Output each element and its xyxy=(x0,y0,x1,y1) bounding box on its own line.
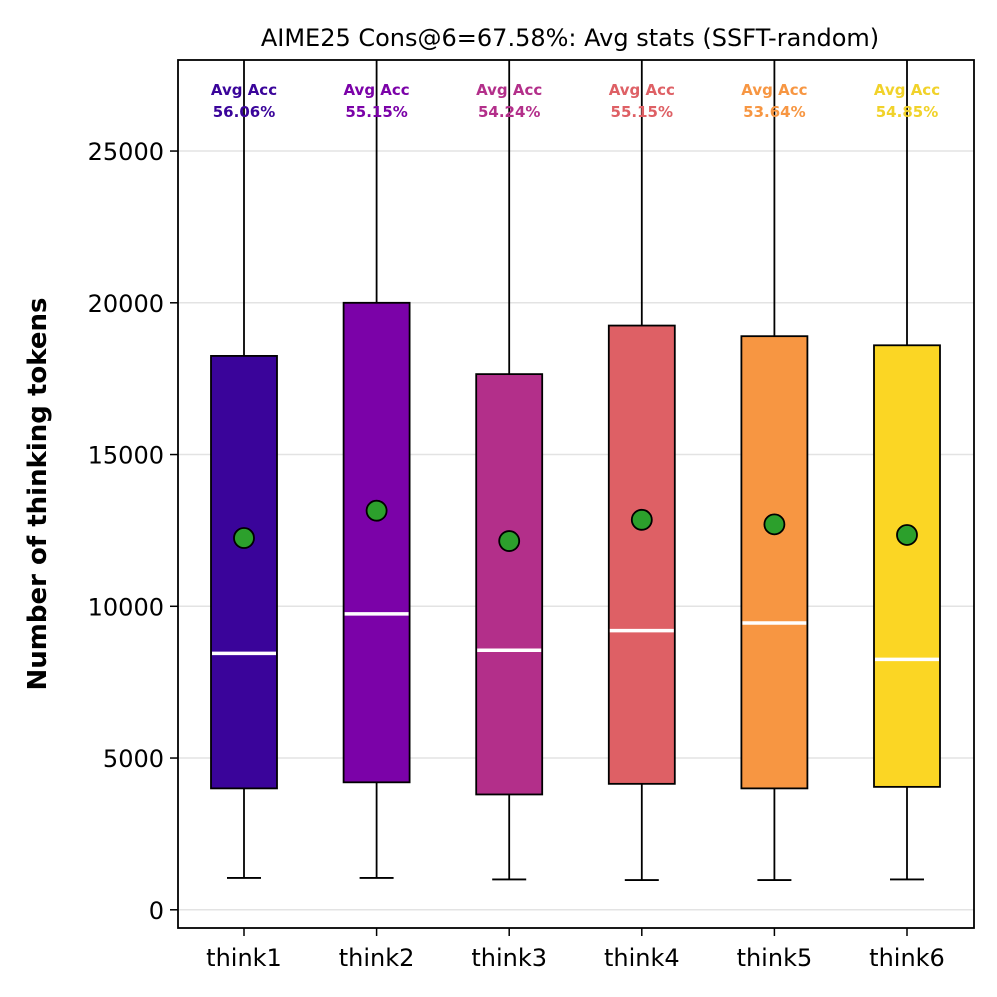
avg-acc-prefix-think1: Avg Acc xyxy=(211,81,277,99)
y-tick-label-1: 5000 xyxy=(103,745,164,773)
x-tick-label-think6: think6 xyxy=(869,944,945,972)
x-tick-label-think1: think1 xyxy=(206,944,282,972)
avg-acc-value-think6: 54.85% xyxy=(876,103,938,121)
box-think4 xyxy=(607,324,676,785)
plot-frame xyxy=(177,59,975,929)
chart-title: AIME25 Cons@6=67.58%: Avg stats (SSFT-ra… xyxy=(261,24,879,52)
avg-acc-prefix-think6: Avg Acc xyxy=(874,81,940,99)
mean-marker-think1 xyxy=(233,527,255,549)
y-axis-label: Number of thinking tokens xyxy=(23,298,53,691)
y-tick-label-5: 25000 xyxy=(88,138,164,166)
plot-area: 0 5000 10000 15000 20000 25000 Avg Acc 56.06% th… xyxy=(88,59,975,972)
avg-acc-value-think2: 55.15% xyxy=(345,103,407,121)
avg-acc-value-think5: 53.64% xyxy=(743,103,805,121)
y-tick-label-0: 0 xyxy=(149,897,164,925)
y-tick-label-4: 20000 xyxy=(88,290,164,318)
mean-marker-think3 xyxy=(498,530,521,552)
mean-marker-think6 xyxy=(896,524,918,546)
avg-acc-prefix-think3: Avg Acc xyxy=(476,81,542,99)
box-think2 xyxy=(342,301,411,784)
box-think1 xyxy=(210,355,278,790)
box-think6 xyxy=(873,344,941,788)
y-tick-label-3: 15000 xyxy=(88,442,164,470)
avg-acc-prefix-think4: Avg Acc xyxy=(609,81,675,99)
avg-acc-value-think4: 55.15% xyxy=(611,103,673,121)
y-tick-label-2: 10000 xyxy=(88,593,164,621)
box-think3 xyxy=(475,373,544,796)
avg-acc-value-think1: 56.06% xyxy=(213,103,275,121)
x-tick-label-think3: think3 xyxy=(471,944,547,972)
mean-marker-think5 xyxy=(763,513,786,536)
mean-marker-think2 xyxy=(365,499,388,522)
avg-acc-value-think3: 54.24% xyxy=(478,103,540,121)
x-tick-label-think5: think5 xyxy=(737,944,813,972)
x-tick-label-think2: think2 xyxy=(339,944,415,972)
avg-acc-prefix-think5: Avg Acc xyxy=(741,81,807,99)
avg-acc-prefix-think2: Avg Acc xyxy=(343,81,409,99)
box-think5 xyxy=(740,335,809,790)
mean-marker-think4 xyxy=(630,508,653,531)
x-tick-label-think4: think4 xyxy=(604,944,680,972)
